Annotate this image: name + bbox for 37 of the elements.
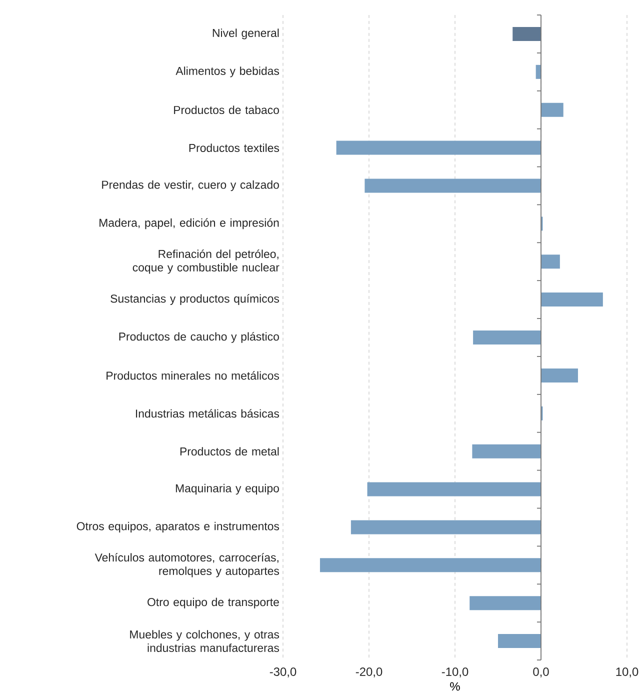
bar bbox=[470, 596, 541, 610]
y-tick-label: Nivel general bbox=[212, 28, 279, 40]
y-tick-label: Vehículos automotores, carrocerías, remolques y autopartes bbox=[94, 553, 280, 578]
y-tick-label: Productos minerales no metálicos bbox=[106, 371, 280, 380]
bar bbox=[367, 482, 541, 496]
x-tick-label: 0,0 bbox=[533, 668, 549, 678]
y-tick-label: Otro equipo de transporte bbox=[148, 598, 279, 608]
y-tick-label: Maquinaria y equipo bbox=[176, 484, 279, 495]
bar bbox=[540, 102, 564, 117]
y-tick-label: Madera, papel, edición e impresión bbox=[100, 218, 279, 230]
bar bbox=[350, 520, 541, 534]
bar bbox=[540, 292, 603, 307]
bar bbox=[540, 368, 578, 382]
bar bbox=[540, 254, 560, 269]
y-tick-label: Alimentos y bebidas bbox=[176, 66, 280, 78]
y-tick-label: Productos de tabaco bbox=[174, 106, 279, 114]
y-tick-label: Industrias metálicas básicas bbox=[136, 409, 280, 418]
y-tick-label: Productos de metal bbox=[180, 447, 279, 456]
x-tick-label: -10,0 bbox=[442, 668, 468, 678]
x-tick-label: -30,0 bbox=[270, 668, 296, 678]
y-tick-label: Sustancias y productos químicos bbox=[110, 294, 280, 305]
y-tick-label: Productos textiles bbox=[189, 144, 280, 152]
bar bbox=[473, 330, 541, 344]
x-tick-label: 10,0 bbox=[616, 668, 638, 678]
y-tick-label: Productos de caucho y plástico bbox=[119, 332, 279, 343]
y-tick-label: Muebles y colchones, y otras industrias manufactureras bbox=[130, 630, 280, 652]
bar bbox=[320, 558, 541, 572]
bar bbox=[336, 140, 541, 155]
bar bbox=[498, 634, 541, 648]
y-tick-label: Prendas de vestir, cuero y calzado bbox=[102, 180, 279, 192]
bar bbox=[512, 26, 541, 41]
bar bbox=[472, 444, 541, 458]
y-tick-label: Refinación del petróleo, coque y combustible nuclear bbox=[132, 249, 280, 274]
x-tick-label: -20,0 bbox=[356, 668, 382, 678]
bar bbox=[364, 178, 541, 193]
x-axis-title: % bbox=[450, 682, 460, 691]
y-tick-label: Otros equipos, aparatos e instrumentos bbox=[76, 522, 280, 533]
